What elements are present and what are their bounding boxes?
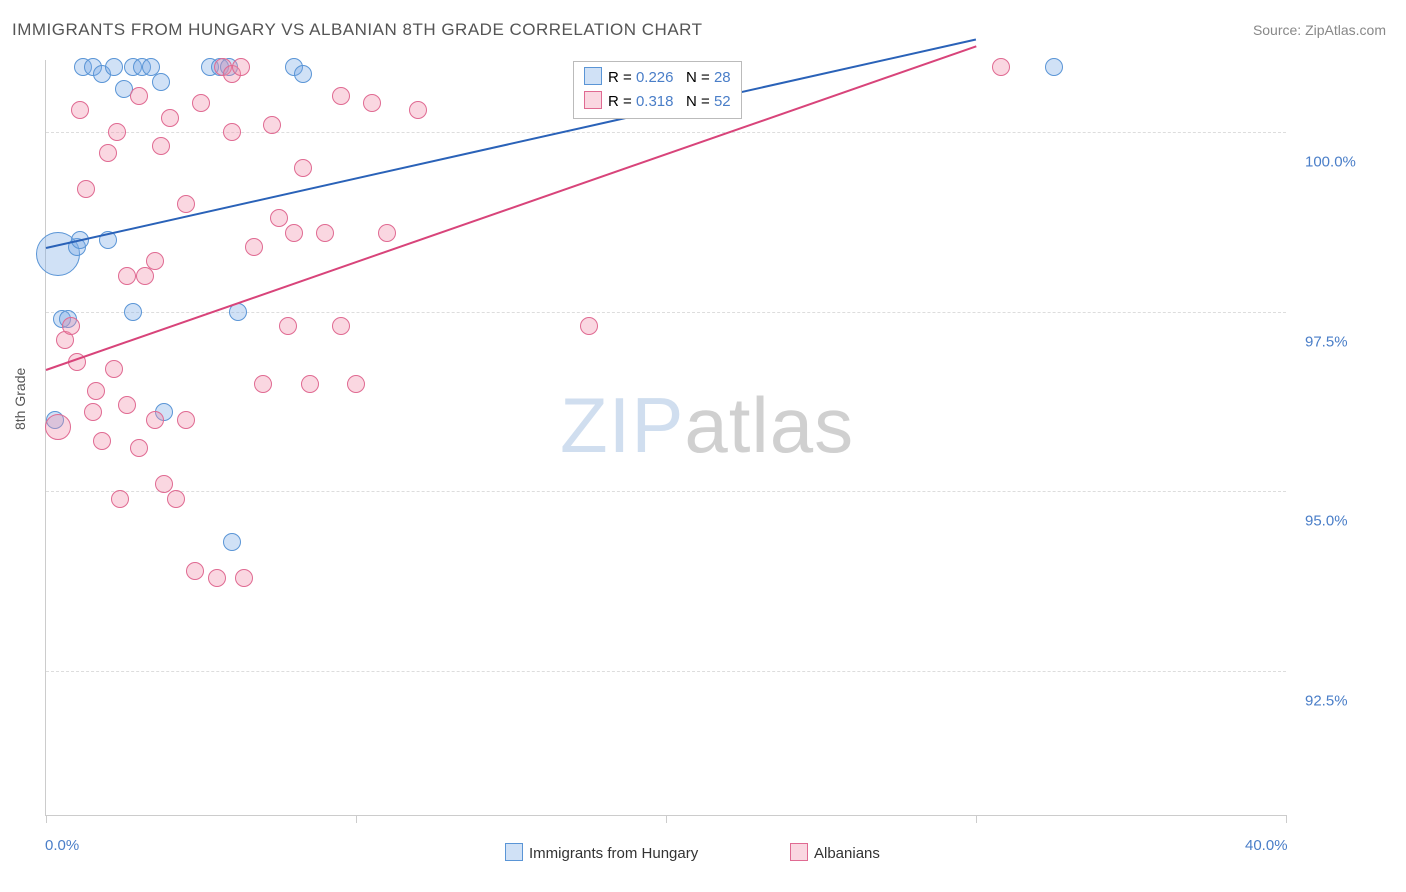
data-point <box>99 144 117 162</box>
data-point <box>301 375 319 393</box>
legend-r-value: 0.226 <box>636 69 674 86</box>
x-tick <box>1286 815 1287 823</box>
data-point <box>146 411 164 429</box>
x-tick-label: 0.0% <box>45 837 79 854</box>
data-point <box>285 224 303 242</box>
data-point <box>105 360 123 378</box>
data-point <box>245 238 263 256</box>
trend-line <box>46 38 976 248</box>
data-point <box>87 382 105 400</box>
plot-area <box>45 60 1286 816</box>
data-point <box>192 94 210 112</box>
data-point <box>118 267 136 285</box>
data-point <box>111 490 129 508</box>
data-point <box>93 432 111 450</box>
source-label: Source: ZipAtlas.com <box>1253 22 1386 38</box>
data-point <box>347 375 365 393</box>
y-tick-label: 92.5% <box>1305 693 1348 710</box>
data-point <box>177 195 195 213</box>
x-tick <box>356 815 357 823</box>
legend-n-value: 28 <box>714 69 731 86</box>
data-point <box>208 569 226 587</box>
data-point <box>580 317 598 335</box>
data-point <box>77 180 95 198</box>
data-point <box>130 87 148 105</box>
data-point <box>294 159 312 177</box>
data-point <box>279 317 297 335</box>
data-point <box>124 303 142 321</box>
y-tick-label: 100.0% <box>1305 153 1356 170</box>
data-point <box>186 562 204 580</box>
legend-n-value: 52 <box>714 93 731 110</box>
data-point <box>118 396 136 414</box>
data-point <box>409 101 427 119</box>
legend-swatch <box>790 843 808 861</box>
data-point <box>161 109 179 127</box>
legend-r-label: R = <box>608 93 636 110</box>
y-tick-label: 95.0% <box>1305 513 1348 530</box>
data-point <box>232 58 250 76</box>
data-point <box>177 411 195 429</box>
chart-title: IMMIGRANTS FROM HUNGARY VS ALBANIAN 8TH … <box>12 20 703 40</box>
legend-swatch <box>584 67 602 85</box>
y-tick-label: 97.5% <box>1305 333 1348 350</box>
legend-item: Albanians <box>790 843 880 862</box>
data-point <box>235 569 253 587</box>
legend-swatch <box>584 91 602 109</box>
legend-n-label: N = <box>686 93 714 110</box>
legend-n-label: N = <box>686 69 714 86</box>
data-point <box>332 87 350 105</box>
data-point <box>223 123 241 141</box>
data-point <box>130 439 148 457</box>
x-tick <box>666 815 667 823</box>
legend-label: Immigrants from Hungary <box>529 845 698 862</box>
data-point <box>378 224 396 242</box>
grid-line <box>46 671 1286 672</box>
legend-label: Albanians <box>814 845 880 862</box>
data-point <box>62 317 80 335</box>
legend-r-value: 0.318 <box>636 93 674 110</box>
data-point <box>270 209 288 227</box>
data-point <box>332 317 350 335</box>
data-point <box>84 403 102 421</box>
y-axis-label: 8th Grade <box>12 368 28 430</box>
data-point <box>152 137 170 155</box>
data-point <box>45 414 71 440</box>
data-point <box>105 58 123 76</box>
x-tick <box>976 815 977 823</box>
legend-r-label: R = <box>608 69 636 86</box>
legend-row: R = 0.226 N = 28 <box>584 66 731 90</box>
data-point <box>146 252 164 270</box>
data-point <box>152 73 170 91</box>
data-point <box>363 94 381 112</box>
data-point <box>294 65 312 83</box>
data-point <box>71 101 89 119</box>
grid-line <box>46 491 1286 492</box>
legend-row: R = 0.318 N = 52 <box>584 90 731 114</box>
data-point <box>254 375 272 393</box>
data-point <box>167 490 185 508</box>
data-point <box>263 116 281 134</box>
data-point <box>108 123 126 141</box>
x-tick <box>46 815 47 823</box>
correlation-legend: R = 0.226 N = 28R = 0.318 N = 52 <box>573 61 742 119</box>
x-tick-label: 40.0% <box>1245 837 1288 854</box>
data-point <box>1045 58 1063 76</box>
legend-swatch <box>505 843 523 861</box>
data-point <box>316 224 334 242</box>
data-point <box>992 58 1010 76</box>
legend-item: Immigrants from Hungary <box>505 843 698 862</box>
data-point <box>223 533 241 551</box>
